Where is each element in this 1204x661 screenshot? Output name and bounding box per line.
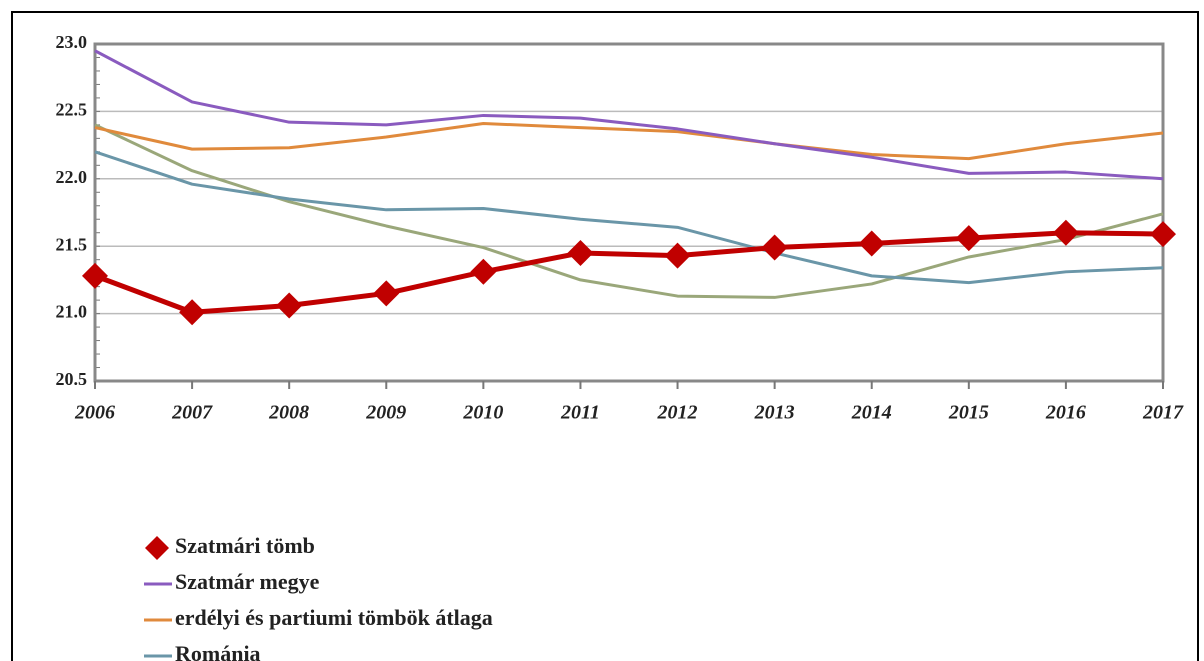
- x-tick-label: 2017: [1142, 402, 1184, 424]
- legend-marker: [145, 536, 169, 560]
- x-tick-label: 2009: [365, 402, 406, 424]
- y-tick-label: 21.0: [56, 302, 88, 322]
- x-tick-label: 2006: [74, 402, 115, 424]
- series-line: [94, 150, 1164, 285]
- series-line: [94, 122, 1164, 161]
- marker: [276, 292, 303, 319]
- marker: [955, 225, 982, 252]
- marker: [1052, 219, 1079, 246]
- marker: [858, 230, 885, 257]
- plot-border: [93, 42, 1165, 383]
- series-line: [94, 49, 1164, 181]
- y-tick-label: 22.0: [56, 167, 88, 187]
- series-line: [94, 123, 1164, 299]
- y-tick-label: 21.5: [56, 234, 88, 254]
- x-tick-label: 2014: [851, 402, 892, 424]
- marker: [179, 299, 206, 326]
- legend-label: Szatmár megye: [175, 569, 320, 594]
- y-tick-label: 23.0: [56, 32, 88, 52]
- marker: [664, 242, 691, 269]
- x-tick-label: 2011: [560, 402, 600, 424]
- x-tick-label: 2008: [268, 402, 309, 424]
- series-line: [94, 230, 1164, 315]
- frame: [11, 11, 1199, 661]
- x-tick-label: 2015: [948, 402, 989, 424]
- y-tick-label: 22.5: [56, 100, 88, 120]
- legend-label: Szatmári tömb: [175, 533, 315, 558]
- marker: [373, 280, 400, 307]
- y-tick-label: 20.5: [56, 369, 88, 389]
- x-tick-label: 2012: [657, 402, 698, 424]
- legend-label: Románia: [175, 641, 261, 661]
- legend-label: erdélyi és partiumi tömbök átlaga: [175, 605, 493, 630]
- x-tick-label: 2010: [462, 402, 503, 424]
- marker: [567, 239, 594, 266]
- marker: [761, 234, 788, 261]
- marker: [470, 258, 497, 285]
- marker: [82, 262, 108, 289]
- x-tick-label: 2013: [754, 402, 795, 424]
- x-tick-label: 2016: [1045, 402, 1086, 424]
- x-tick-label: 2007: [171, 402, 213, 424]
- marker: [1150, 221, 1176, 248]
